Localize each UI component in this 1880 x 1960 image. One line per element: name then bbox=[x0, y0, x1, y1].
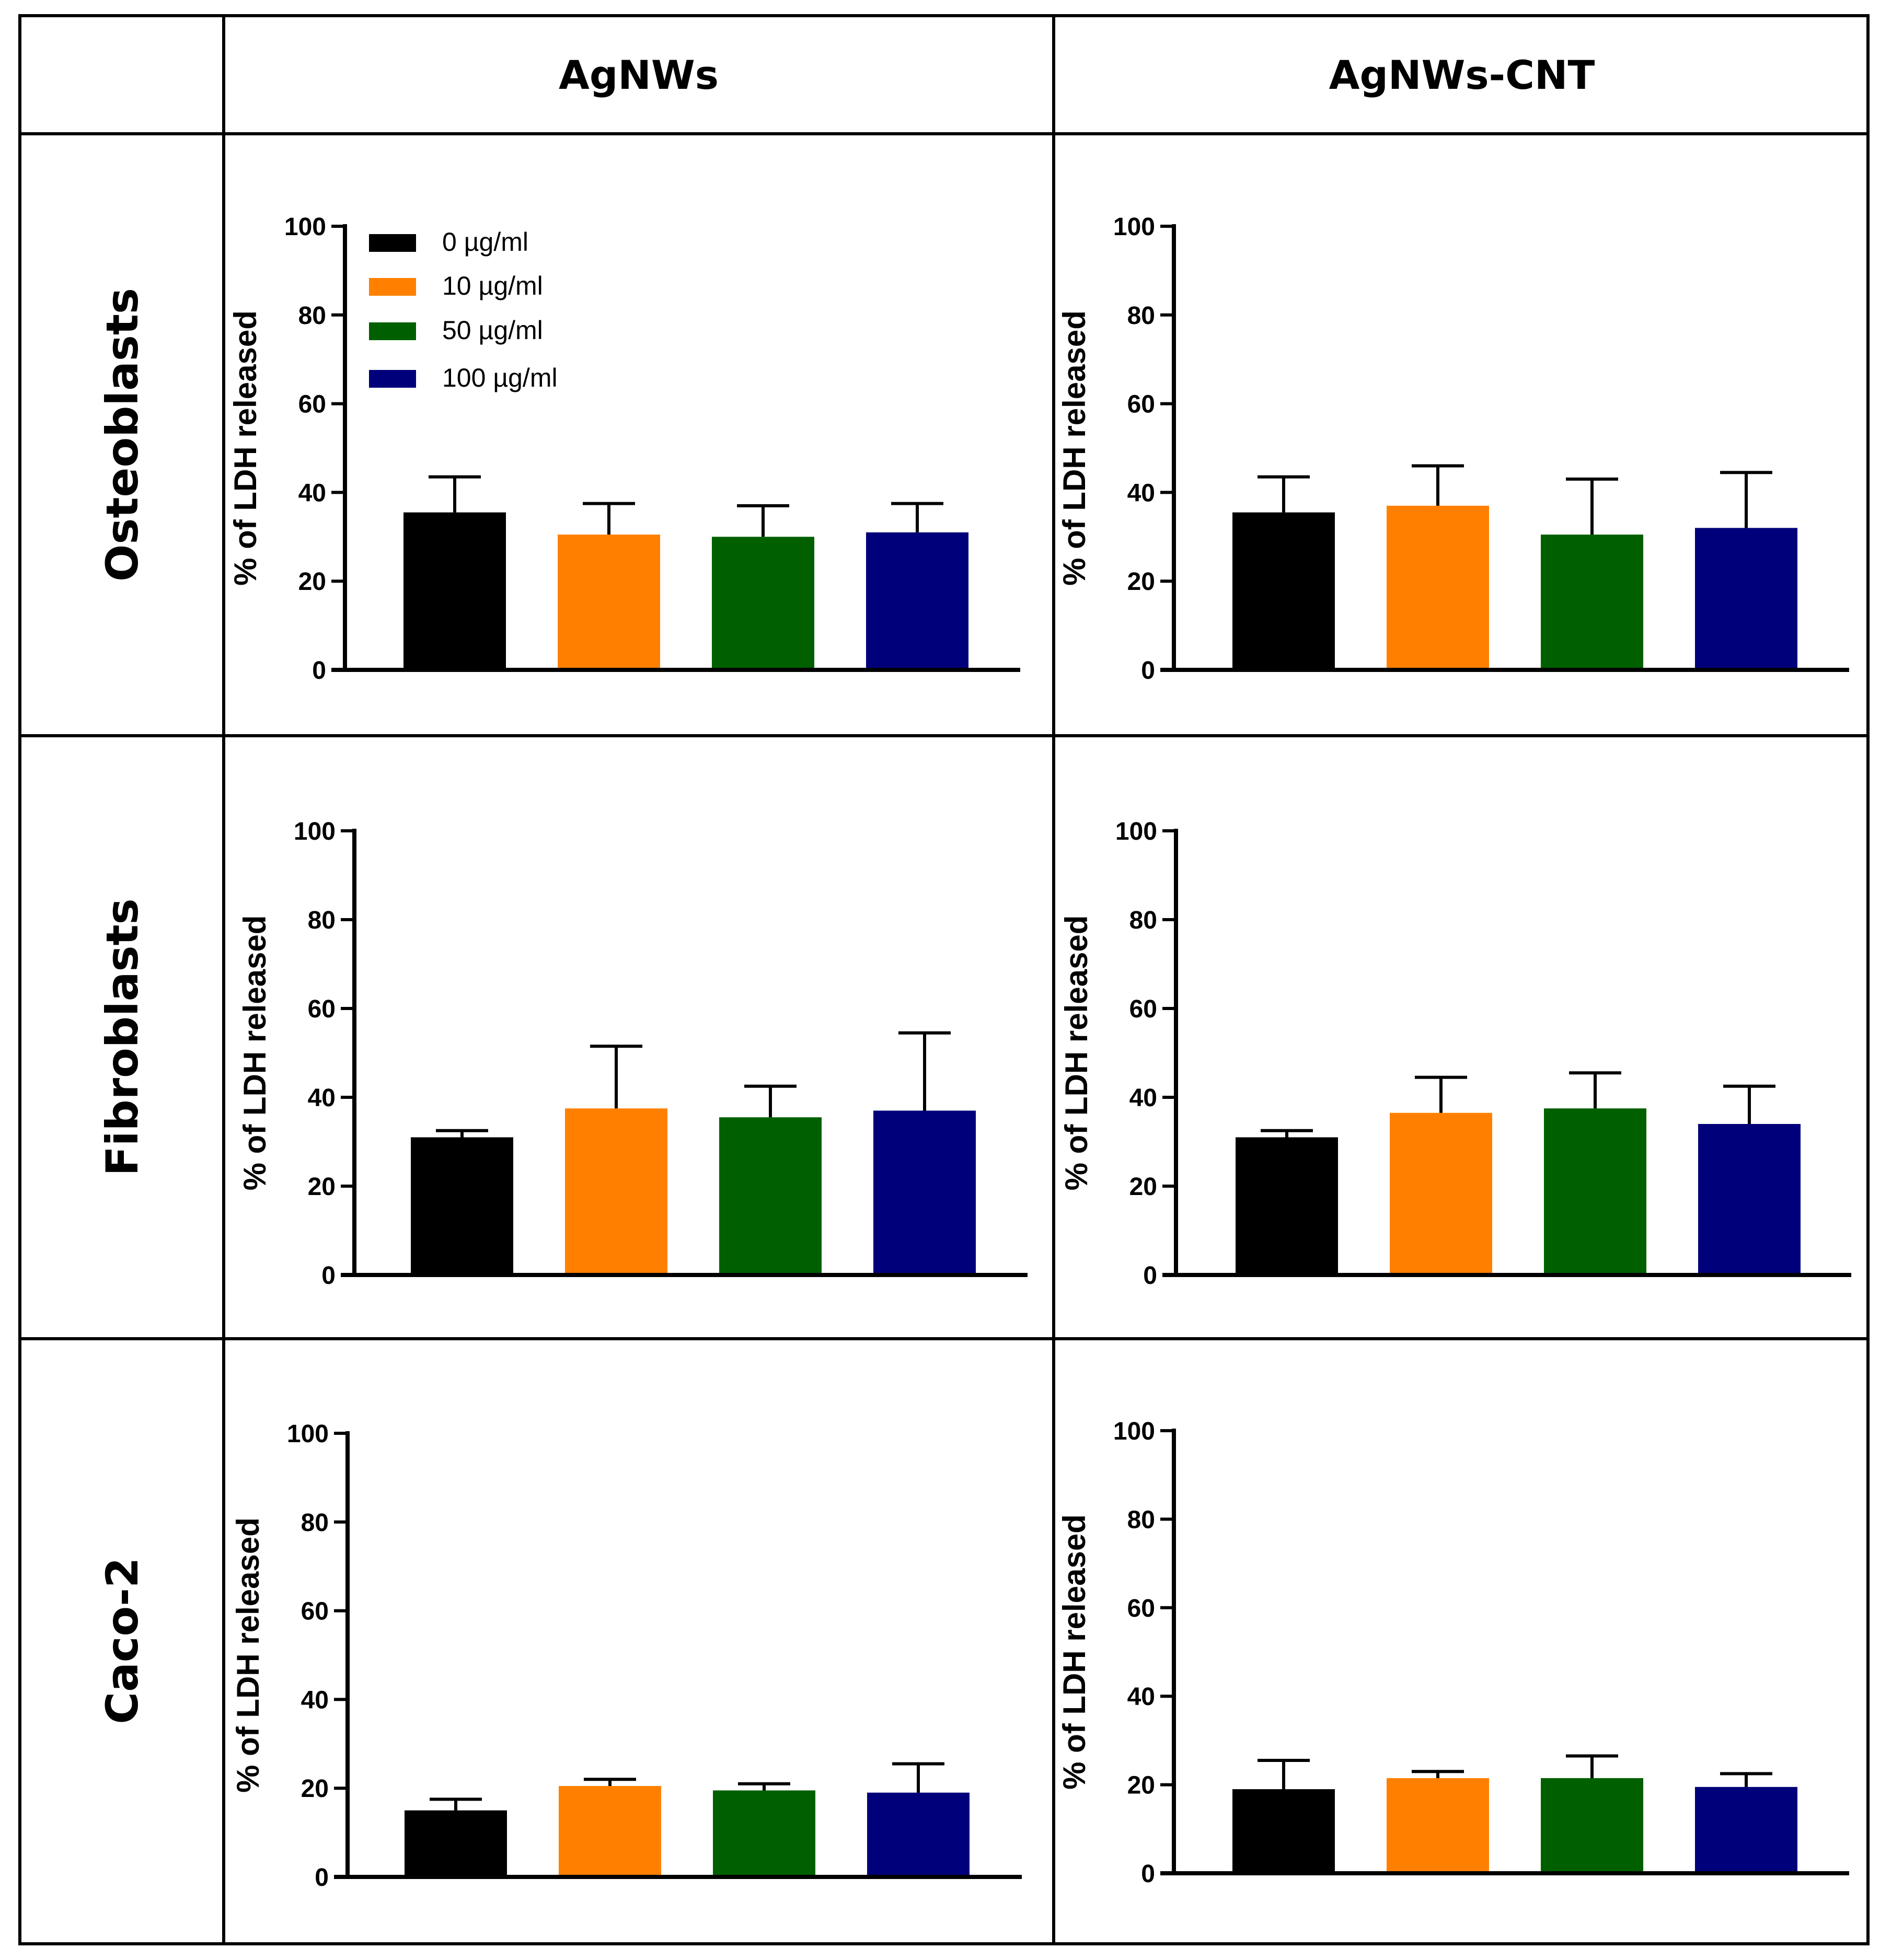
y-tick-label-0: 0 bbox=[1141, 1860, 1155, 1888]
bar-0 bbox=[1232, 512, 1335, 670]
bar-3 bbox=[1695, 528, 1797, 670]
y-tick-label-1: 20 bbox=[308, 1173, 336, 1201]
bar-1 bbox=[558, 535, 660, 670]
y-tick-label-0: 0 bbox=[1143, 1262, 1157, 1290]
y-tick-label-2: 40 bbox=[308, 1084, 336, 1112]
bar-2 bbox=[1544, 1108, 1646, 1275]
bar-3 bbox=[867, 1792, 970, 1877]
y-tick-label-4: 80 bbox=[1127, 302, 1155, 330]
y-tick-label-1: 20 bbox=[1129, 1173, 1157, 1201]
y-tick-label-5: 100 bbox=[294, 818, 336, 845]
y-axis-label: % of LDH released bbox=[1057, 1514, 1092, 1790]
legend-swatch-3 bbox=[369, 370, 416, 388]
row-header-fibroblasts: Fibroblasts bbox=[97, 898, 148, 1176]
legend-swatch-0 bbox=[369, 234, 416, 252]
bar-3 bbox=[873, 1110, 976, 1275]
column-header-agnws-cnt: AgNWs-CNT bbox=[1329, 52, 1595, 98]
bar-3 bbox=[1698, 1124, 1801, 1275]
legend-label-1: 10 µg/ml bbox=[442, 271, 543, 300]
bar-2 bbox=[713, 1790, 815, 1877]
legend: 0 µg/ml 10 µg/ml 50 µg/ml 100 µg/ml bbox=[369, 227, 558, 392]
y-axis-label: % of LDH released bbox=[1057, 310, 1092, 586]
bar-1 bbox=[1390, 1112, 1492, 1275]
bar-0 bbox=[411, 1137, 513, 1275]
chart-fibroblasts-agnws: % of LDH released 0 20 40 60 80 100 bbox=[237, 818, 1028, 1290]
y-tick-label-1: 20 bbox=[298, 568, 326, 596]
y-axis-label: % of LDH released bbox=[1059, 915, 1094, 1191]
y-axis-label: % of LDH released bbox=[228, 310, 263, 586]
table-grid bbox=[18, 14, 1870, 1945]
y-tick-label-3: 60 bbox=[301, 1598, 329, 1626]
y-tick-label-3: 60 bbox=[1127, 391, 1155, 419]
chart-osteoblasts-agnws: % of LDH released 0 20 40 60 80 100 bbox=[228, 213, 1020, 685]
bar-2 bbox=[719, 1117, 822, 1275]
y-tick-label-0: 0 bbox=[1141, 657, 1155, 685]
y-tick-label-5: 100 bbox=[1113, 1418, 1155, 1445]
legend-label-3: 100 µg/ml bbox=[442, 363, 558, 392]
legend-swatch-2 bbox=[369, 322, 416, 340]
bar-1 bbox=[1387, 505, 1489, 670]
bar-3 bbox=[1695, 1787, 1797, 1873]
y-tick-label-5: 100 bbox=[284, 213, 326, 241]
y-tick-label-4: 80 bbox=[1129, 907, 1157, 934]
y-tick-label-2: 40 bbox=[1127, 1683, 1155, 1711]
y-tick-label-2: 40 bbox=[301, 1686, 329, 1714]
y-tick-label-2: 40 bbox=[1129, 1084, 1157, 1112]
bar-0 bbox=[1232, 1789, 1335, 1873]
legend-label-2: 50 µg/ml bbox=[442, 316, 543, 345]
table-border bbox=[18, 14, 1870, 1945]
row-header-osteoblasts: Osteoblasts bbox=[97, 288, 148, 582]
bar-2 bbox=[712, 537, 814, 670]
chart-osteoblasts-agnws-cnt: % of LDH released 0 20 40 60 80 100 bbox=[1057, 213, 1849, 685]
chart-caco2-agnws-cnt: % of LDH released 0 20 40 60 80 100 bbox=[1057, 1418, 1849, 1888]
y-tick-label-4: 80 bbox=[308, 907, 336, 934]
y-tick-label-5: 100 bbox=[1115, 818, 1157, 845]
y-tick-label-4: 80 bbox=[298, 302, 326, 330]
bar-2 bbox=[1541, 535, 1643, 670]
chart-caco2-agnws: % of LDH released 0 20 40 60 80 100 bbox=[230, 1420, 1022, 1892]
y-tick-label-2: 40 bbox=[1127, 479, 1155, 507]
bar-2 bbox=[1541, 1778, 1643, 1873]
y-tick-label-3: 60 bbox=[308, 995, 336, 1023]
bar-3 bbox=[866, 532, 968, 670]
y-tick-label-1: 20 bbox=[301, 1775, 329, 1803]
y-tick-label-2: 40 bbox=[298, 479, 326, 507]
y-axis-label: % of LDH released bbox=[230, 1517, 266, 1793]
y-tick-label-4: 80 bbox=[301, 1509, 329, 1537]
bar-0 bbox=[403, 512, 506, 670]
y-tick-label-4: 80 bbox=[1127, 1506, 1155, 1534]
y-tick-label-3: 60 bbox=[298, 391, 326, 419]
bar-1 bbox=[559, 1785, 661, 1877]
y-tick-label-0: 0 bbox=[312, 657, 326, 685]
y-tick-label-5: 100 bbox=[1113, 213, 1155, 241]
y-tick-label-1: 20 bbox=[1127, 1772, 1155, 1800]
y-tick-label-0: 0 bbox=[315, 1864, 329, 1892]
y-tick-label-1: 20 bbox=[1127, 568, 1155, 596]
y-tick-label-3: 60 bbox=[1129, 995, 1157, 1023]
y-tick-label-5: 100 bbox=[287, 1420, 329, 1448]
legend-label-0: 0 µg/ml bbox=[442, 227, 528, 257]
chart-fibroblasts-agnws-cnt: % of LDH released 0 20 40 60 80 100 bbox=[1059, 818, 1851, 1290]
bar-0 bbox=[405, 1810, 507, 1877]
y-tick-label-3: 60 bbox=[1127, 1595, 1155, 1622]
y-tick-label-0: 0 bbox=[321, 1262, 336, 1290]
bar-0 bbox=[1236, 1137, 1338, 1275]
column-header-agnws: AgNWs bbox=[559, 52, 719, 98]
row-header-caco2: Caco-2 bbox=[97, 1557, 148, 1724]
y-axis-label: % of LDH released bbox=[237, 915, 272, 1191]
legend-swatch-1 bbox=[369, 278, 416, 296]
bar-1 bbox=[565, 1108, 667, 1275]
bar-1 bbox=[1387, 1778, 1489, 1873]
